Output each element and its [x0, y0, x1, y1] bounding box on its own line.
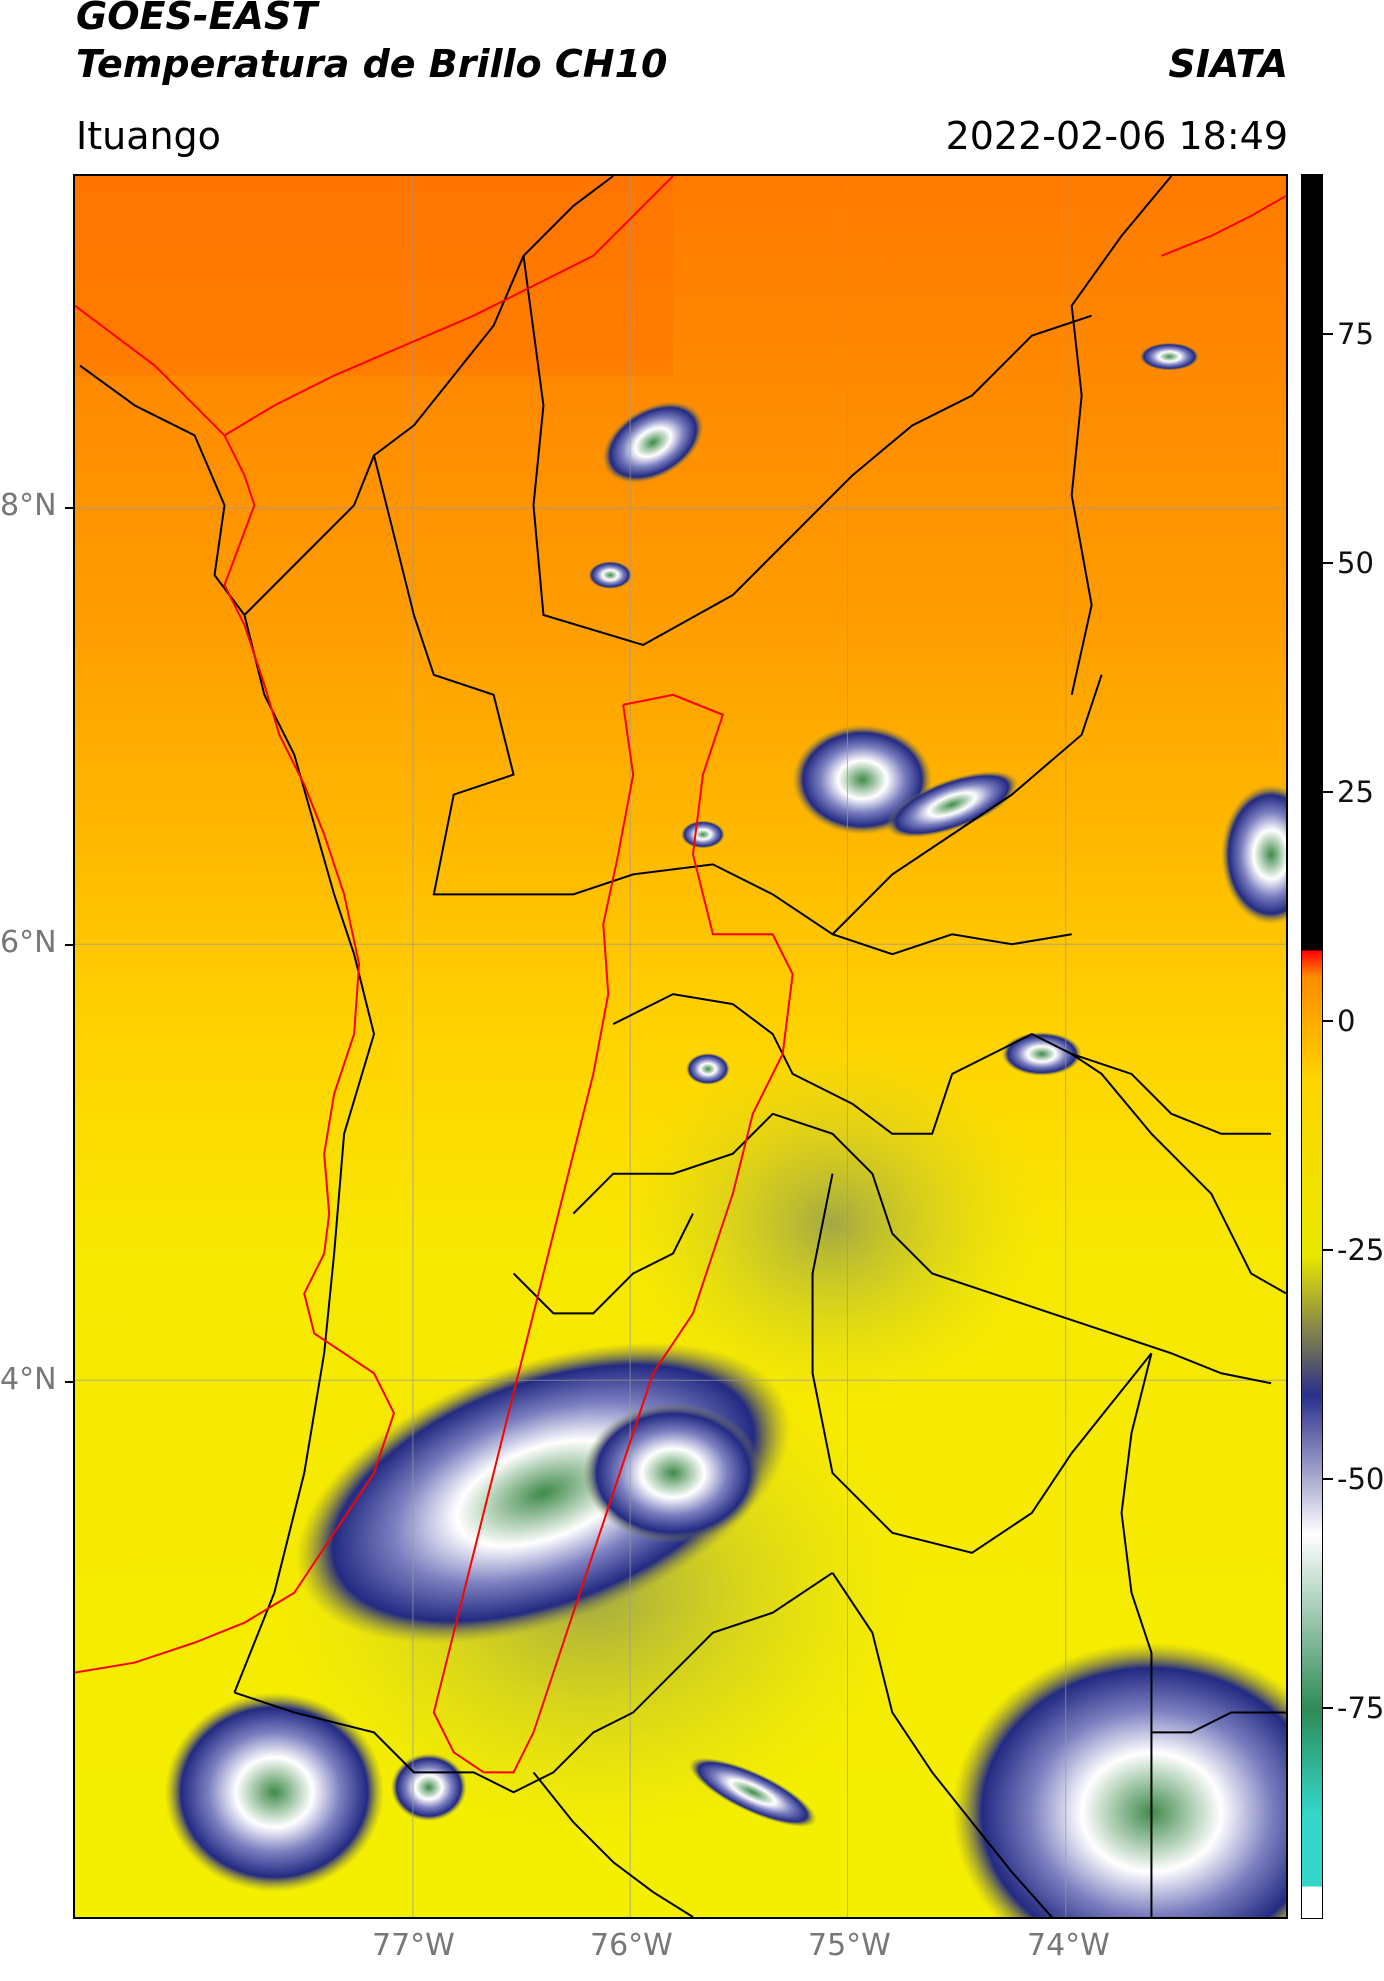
boundary-boyaca — [1071, 1053, 1286, 1295]
location-label: Ituango — [76, 114, 221, 158]
cloud-north-2 — [588, 561, 633, 590]
colorbar-tick-25 — [1323, 791, 1333, 793]
cloud-south-central-2 — [583, 1403, 763, 1543]
department-boundaries — [79, 176, 1286, 1917]
brightness-temperature-map — [75, 176, 1286, 1917]
boundary-choco-west — [79, 364, 376, 1693]
satellite-title: GOES-EAST — [76, 0, 318, 38]
colorbar — [1301, 174, 1323, 1919]
lat-tick-8n — [65, 507, 73, 509]
cold-cloud-tops — [164, 342, 1286, 1917]
colorbar-tick-50 — [1323, 562, 1333, 564]
colorbar-label-minus75: -75 — [1337, 1691, 1384, 1725]
lat-label-4n: 4°N — [0, 1362, 57, 1397]
colorbar-label-minus50: -50 — [1337, 1462, 1384, 1496]
map-panel — [73, 174, 1288, 1919]
upper-warm-region — [75, 176, 674, 376]
lat-label-8n: 8°N — [0, 488, 57, 523]
boundary-central-2 — [572, 1112, 1272, 1385]
highlight-boundaries — [75, 176, 1286, 1774]
colorbar-label-0: 0 — [1337, 1004, 1356, 1038]
coastline-caribbean — [223, 176, 674, 437]
product-title: Temperatura de Brillo CH10 — [76, 42, 668, 86]
lon-label-74w: 74°W — [1027, 1928, 1110, 1963]
ituango-corridor-west — [432, 704, 635, 1774]
colorbar-tick-75 — [1323, 333, 1333, 335]
lat-tick-6n — [65, 944, 73, 946]
colorbar-label-25: 25 — [1337, 775, 1374, 809]
boundary-tolima — [811, 1173, 1153, 1554]
cloud-south-band — [688, 1757, 817, 1827]
boundary-cauca-huila — [532, 1771, 694, 1917]
colorbar-label-75: 75 — [1337, 317, 1374, 351]
boundary-magdalena-medio — [831, 674, 1103, 935]
boundary-cordoba — [522, 255, 1092, 646]
boundary-meta — [1120, 1353, 1153, 1917]
cloud-southeast — [952, 1642, 1286, 1917]
cloud-small-1 — [685, 1052, 730, 1085]
haze-east-andes — [623, 1044, 1042, 1404]
colorbar-tick-minus75 — [1323, 1707, 1333, 1709]
colorbar-label-minus25: -25 — [1337, 1233, 1384, 1267]
cloud-east-edge — [1221, 784, 1286, 925]
lat-label-6n: 6°N — [0, 925, 57, 960]
datetime-label: 2022-02-06 18:49 — [945, 114, 1288, 158]
boundary-caldas-risaralda — [512, 1213, 694, 1315]
agency-label: SIATA — [1168, 42, 1288, 86]
boundary-antioquia-north — [373, 455, 1072, 956]
cloud-southwest-small — [390, 1753, 467, 1822]
coastline-north-east — [1161, 195, 1286, 257]
coastline-pacific — [75, 304, 396, 1674]
colorbar-label-50: 50 — [1337, 546, 1374, 580]
ituango-corridor-east — [483, 693, 794, 1774]
cloud-small-2 — [680, 820, 725, 849]
boundary-huila — [831, 1572, 1053, 1917]
lon-label-75w: 75°W — [808, 1928, 891, 1963]
cloud-east-mid — [1001, 1032, 1082, 1076]
colorbar-tick-minus50 — [1323, 1478, 1333, 1480]
cloud-northeast — [1139, 342, 1200, 371]
lon-label-76w: 76°W — [590, 1928, 673, 1963]
colorbar-tick-minus25 — [1323, 1249, 1333, 1251]
cloud-central-tail — [885, 771, 1019, 839]
lon-label-77w: 77°W — [372, 1928, 455, 1963]
lat-tick-4n — [65, 1381, 73, 1383]
cloud-north-1 — [602, 401, 704, 484]
boundary-valle — [234, 1571, 834, 1794]
boundary-uraba — [243, 176, 614, 616]
graticule — [75, 176, 1286, 1917]
cloud-southwest — [164, 1692, 384, 1893]
colorbar-tick-0 — [1323, 1020, 1333, 1022]
boundary-antioquia-east — [1070, 176, 1173, 696]
boundary-central-1 — [612, 993, 1272, 1135]
boundary-meta-top — [1151, 1711, 1286, 1734]
